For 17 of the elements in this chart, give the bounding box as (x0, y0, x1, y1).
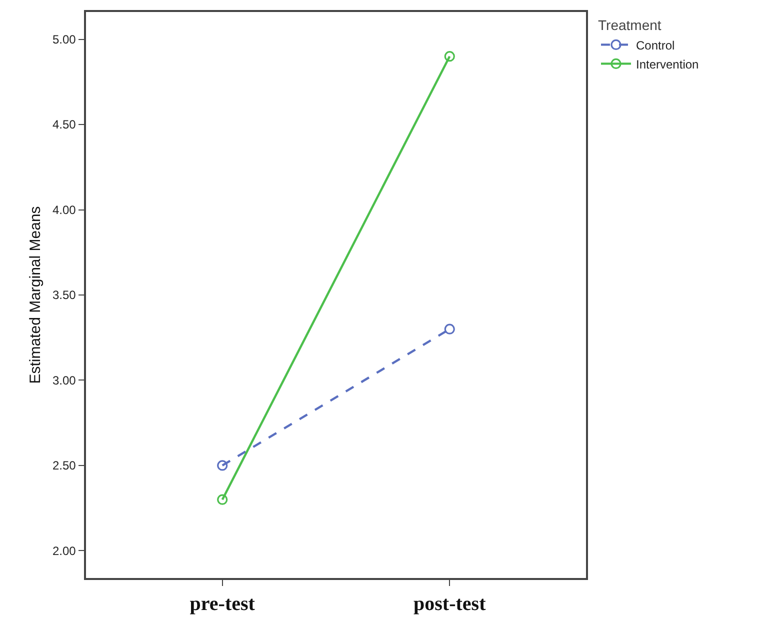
point (217, 494, 228, 505)
y-tick-label: 4.50 (52, 118, 76, 132)
point (444, 324, 455, 334)
legend-label: Intervention (636, 57, 699, 72)
legend-label: Control (636, 38, 675, 52)
x-tick-label: pre-test (190, 592, 256, 615)
y-tick-label: 2.00 (52, 544, 76, 558)
y-tick-label: 3.00 (52, 373, 76, 388)
legend-title: Treatment (598, 17, 662, 34)
y-axis-title: Estimated Marginal Means (27, 206, 44, 384)
point (217, 460, 228, 471)
y-tick-label: 3.50 (52, 288, 76, 302)
point (444, 51, 455, 62)
y-tick-label: 4.00 (52, 202, 76, 217)
x-tick-label: post-test (414, 592, 486, 615)
y-tick-label: 2.50 (52, 458, 76, 473)
y-tick-label: 5.00 (52, 32, 76, 46)
